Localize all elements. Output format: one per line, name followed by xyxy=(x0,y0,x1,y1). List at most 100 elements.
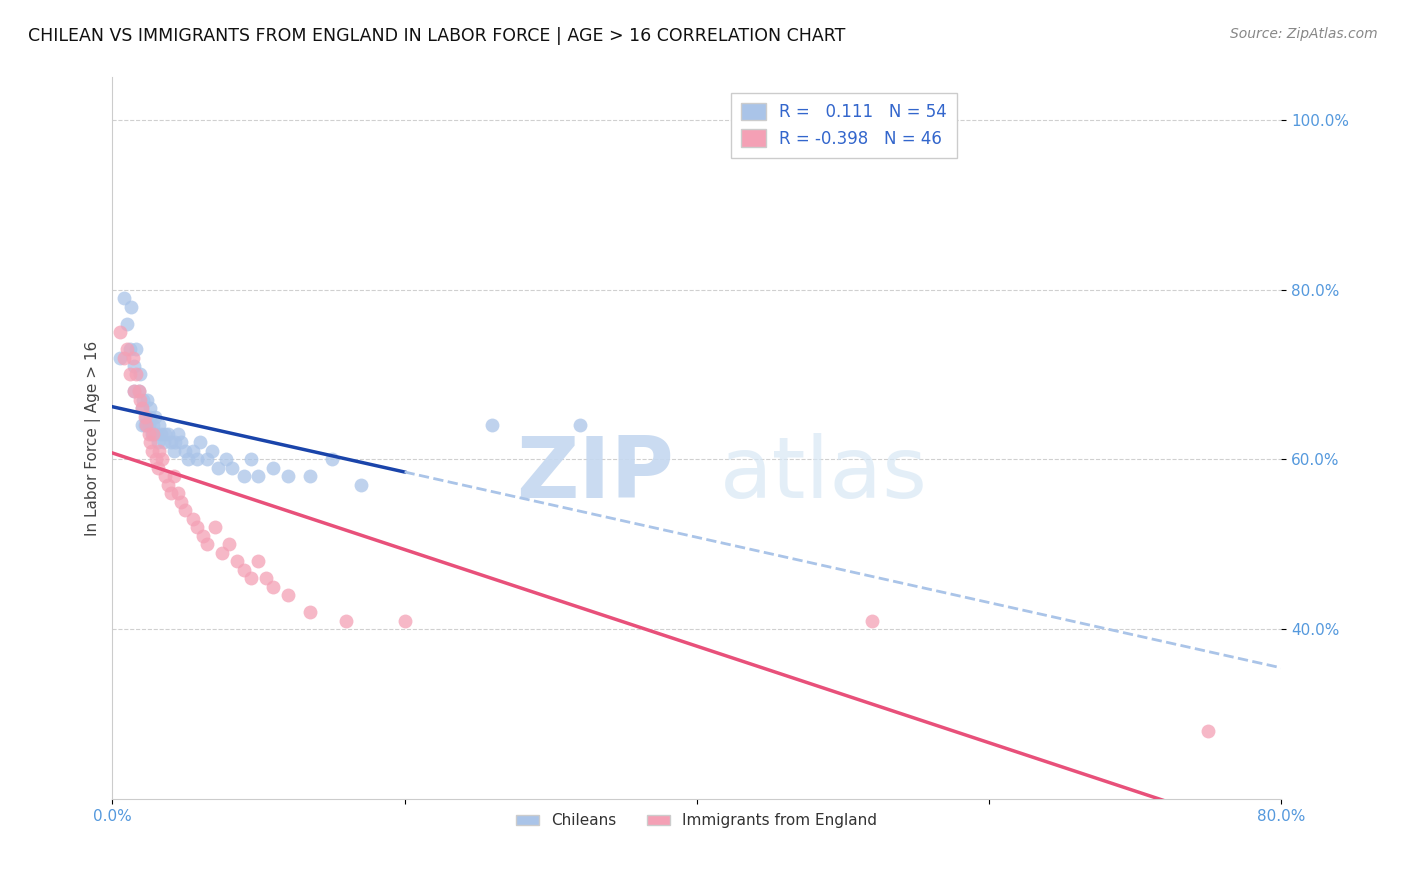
Point xyxy=(215,452,238,467)
Point xyxy=(125,368,148,382)
Point xyxy=(170,435,193,450)
Point xyxy=(321,452,343,467)
Point xyxy=(186,520,208,534)
Point xyxy=(204,520,226,534)
Point xyxy=(262,460,284,475)
Point xyxy=(139,401,162,416)
Point xyxy=(195,537,218,551)
Point xyxy=(186,452,208,467)
Point xyxy=(195,452,218,467)
Point xyxy=(298,605,321,619)
Point xyxy=(112,291,135,305)
Point xyxy=(138,418,160,433)
Text: atlas: atlas xyxy=(720,433,928,516)
Point xyxy=(191,529,214,543)
Point xyxy=(135,418,157,433)
Point xyxy=(350,478,373,492)
Point xyxy=(150,452,173,467)
Point xyxy=(143,409,166,424)
Point xyxy=(232,563,254,577)
Point xyxy=(146,460,169,475)
Point xyxy=(112,351,135,365)
Point xyxy=(153,469,176,483)
Point xyxy=(148,418,170,433)
Point xyxy=(141,426,163,441)
Point xyxy=(124,384,146,399)
Point xyxy=(156,478,179,492)
Point xyxy=(108,351,131,365)
Point xyxy=(174,503,197,517)
Point xyxy=(240,571,263,585)
Point xyxy=(139,409,162,424)
Point xyxy=(240,452,263,467)
Point xyxy=(167,486,190,500)
Point xyxy=(568,418,591,433)
Text: CHILEAN VS IMMIGRANTS FROM ENGLAND IN LABOR FORCE | AGE > 16 CORRELATION CHART: CHILEAN VS IMMIGRANTS FROM ENGLAND IN LA… xyxy=(28,27,845,45)
Point xyxy=(145,452,167,467)
Point xyxy=(139,435,162,450)
Point xyxy=(120,300,142,314)
Point xyxy=(163,443,186,458)
Point xyxy=(149,426,172,441)
Point xyxy=(201,443,224,458)
Point xyxy=(129,392,152,407)
Point xyxy=(167,426,190,441)
Point xyxy=(131,401,153,416)
Point xyxy=(177,452,200,467)
Point xyxy=(207,460,229,475)
Point xyxy=(170,495,193,509)
Point xyxy=(108,325,131,339)
Point xyxy=(218,537,240,551)
Point xyxy=(232,469,254,483)
Point xyxy=(1197,723,1219,738)
Point xyxy=(136,392,159,407)
Point xyxy=(145,426,167,441)
Point xyxy=(165,435,187,450)
Point xyxy=(128,384,150,399)
Point xyxy=(142,426,165,441)
Point xyxy=(247,554,270,568)
Point xyxy=(860,614,883,628)
Point xyxy=(188,435,211,450)
Point xyxy=(247,469,270,483)
Point xyxy=(394,614,416,628)
Text: Source: ZipAtlas.com: Source: ZipAtlas.com xyxy=(1230,27,1378,41)
Point xyxy=(335,614,357,628)
Point xyxy=(160,486,183,500)
Point xyxy=(153,426,176,441)
Point xyxy=(254,571,277,585)
Point xyxy=(134,409,156,424)
Point xyxy=(481,418,503,433)
Point xyxy=(298,469,321,483)
Text: ZIP: ZIP xyxy=(516,433,673,516)
Point xyxy=(118,342,141,356)
Point xyxy=(146,435,169,450)
Point xyxy=(141,443,163,458)
Point xyxy=(124,384,146,399)
Point xyxy=(277,469,299,483)
Point xyxy=(129,368,152,382)
Point xyxy=(132,392,155,407)
Point xyxy=(124,359,146,373)
Point xyxy=(142,418,165,433)
Point xyxy=(152,435,174,450)
Y-axis label: In Labor Force | Age > 16: In Labor Force | Age > 16 xyxy=(86,341,101,536)
Point xyxy=(221,460,243,475)
Point xyxy=(115,317,138,331)
Point xyxy=(131,418,153,433)
Point xyxy=(262,580,284,594)
Point xyxy=(131,401,153,416)
Point xyxy=(181,512,204,526)
Point xyxy=(134,418,156,433)
Point xyxy=(156,426,179,441)
Point xyxy=(128,384,150,399)
Point xyxy=(138,426,160,441)
Point xyxy=(115,342,138,356)
Point xyxy=(211,546,233,560)
Point xyxy=(125,342,148,356)
Point xyxy=(148,443,170,458)
Point xyxy=(225,554,247,568)
Point xyxy=(181,443,204,458)
Legend: Chileans, Immigrants from England: Chileans, Immigrants from England xyxy=(510,807,883,835)
Point xyxy=(160,435,183,450)
